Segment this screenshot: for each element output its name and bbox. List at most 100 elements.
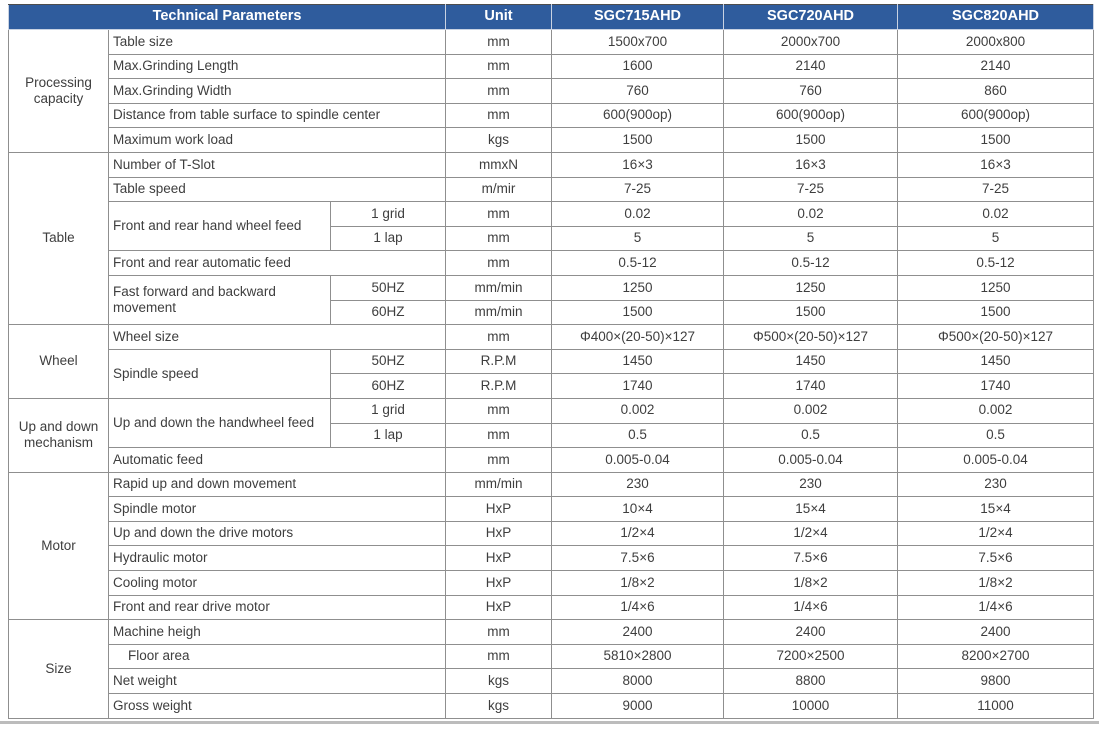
unit-cell: mm xyxy=(445,29,553,55)
spec-table-body: Processing capacity Table size mm 1500x700 2… xyxy=(8,29,1095,719)
table-row: Size Machine heigh mm 2400 2400 2400 xyxy=(8,619,1095,719)
unit-cell: HxP xyxy=(445,594,553,621)
parameter-label-cell: Automatic feed xyxy=(107,447,447,473)
value-cell: 0.02 xyxy=(897,201,1095,227)
value-cell: 16×3 xyxy=(897,151,1095,178)
value-cell: 0.005-0.04 xyxy=(897,447,1095,473)
table-row: 1 lap mm 5 5 5 xyxy=(9,225,1095,252)
value-cell: 7-25 xyxy=(897,176,1095,203)
model-column-header-1: SGC715AHD xyxy=(551,4,725,30)
unit-cell: mm/min xyxy=(445,274,553,301)
value-cell: 11000 xyxy=(897,693,1095,719)
parameter-label-cell: Front and rear automatic feed xyxy=(107,250,447,276)
unit-cell: mm xyxy=(445,225,553,252)
value-cell: 5 xyxy=(723,225,899,252)
value-cell: 1250 xyxy=(897,274,1095,301)
parameter-label-cell: Spindle motor xyxy=(107,496,447,522)
table-row: Distance from table surface to spindle c… xyxy=(9,102,1095,129)
sub-condition-cell: 1 lap xyxy=(329,422,447,449)
value-cell: 1500 xyxy=(551,127,725,153)
value-cell: 1500 xyxy=(551,299,725,326)
table-row: Motor Rapid up and down movement mm/min 230… xyxy=(8,471,1095,621)
value-cell: 1/8×2 xyxy=(723,570,899,596)
parameter-label-cell: Machine heigh xyxy=(107,619,447,645)
value-cell: 0.002 xyxy=(897,397,1095,424)
value-cell: 0.5-12 xyxy=(551,250,725,276)
technical-parameters-table: Technical Parameters Unit SGC715AHD SGC7… xyxy=(7,4,1095,719)
unit-cell: mm xyxy=(445,643,553,670)
unit-cell: HxP xyxy=(445,570,553,596)
value-cell: 1600 xyxy=(551,53,725,80)
value-cell: 7200×2500 xyxy=(723,643,899,670)
value-cell: 760 xyxy=(551,78,725,104)
spec-table-wrap: Technical Parameters Unit SGC715AHD SGC7… xyxy=(7,4,1095,719)
sub-condition-cell: 1 lap xyxy=(329,225,447,252)
value-cell: Φ500×(20-50)×127 xyxy=(723,324,899,350)
value-cell: 0.5-12 xyxy=(723,250,899,276)
sub-condition-cell: 1 grid xyxy=(329,201,447,227)
parameter-label-cell: Front and rear hand wheel feed xyxy=(108,201,331,252)
table-row: 60HZ R.P.M 1740 1740 1740 xyxy=(9,373,1095,399)
table-row: Maximum work load kgs 1500 1500 1500 xyxy=(9,127,1095,153)
header-row: Technical Parameters Unit SGC715AHD SGC7… xyxy=(7,4,1095,30)
value-cell: 0.005-0.04 xyxy=(551,447,725,473)
value-cell: 860 xyxy=(897,78,1095,104)
bottom-divider xyxy=(0,721,1099,724)
parameter-label-cell: Gross weight xyxy=(107,693,447,719)
table-row: Spindle motor HxP 10×4 15×4 15×4 xyxy=(9,496,1095,522)
unit-cell: mm xyxy=(445,102,553,129)
table-row: Wheel Wheel size mm Φ400×(20-50)×127 Φ500×(2… xyxy=(8,324,1095,399)
unit-cell: R.P.M xyxy=(445,373,553,399)
value-cell: 15×4 xyxy=(897,496,1095,522)
value-cell: 1500 xyxy=(723,127,899,153)
value-cell: 7-25 xyxy=(723,176,899,203)
parameter-label-cell: Up and down the drive motors xyxy=(107,520,447,547)
value-cell: 7-25 xyxy=(551,176,725,203)
table-row: Max.Grinding Length mm 1600 2140 2140 xyxy=(9,53,1095,80)
value-cell: 230 xyxy=(723,471,899,498)
value-cell: 0.5 xyxy=(723,422,899,449)
parameter-label-cell: Fast forward and backward movement xyxy=(108,274,331,326)
value-cell: Φ400×(20-50)×127 xyxy=(551,324,725,350)
table-row: Up and down the drive motors HxP 1/2×4 1/2×… xyxy=(9,520,1095,547)
value-cell: 2400 xyxy=(551,619,725,645)
table-row: Automatic feed mm 0.005-0.04 0.005-0.04 0.00… xyxy=(9,447,1095,473)
parameter-label-cell: Wheel size xyxy=(107,324,447,350)
unit-column-header: Unit xyxy=(445,4,553,30)
unit-cell: mm xyxy=(445,250,553,276)
value-cell: 1500x700 xyxy=(551,29,725,55)
parameter-label-cell: Hydraulic motor xyxy=(107,545,447,572)
value-cell: 600(900op) xyxy=(897,102,1095,129)
value-cell: 2000x800 xyxy=(897,29,1095,55)
category-cell: Table xyxy=(8,151,109,326)
table-title: Technical Parameters xyxy=(7,4,447,30)
parameter-label-cell: Max.Grinding Length xyxy=(107,53,447,80)
parameter-label-cell: Number of T-Slot xyxy=(107,151,447,178)
value-cell: 2140 xyxy=(897,53,1095,80)
parameter-label-cell: Distance from table surface to spindle c… xyxy=(107,102,447,129)
value-cell: 2400 xyxy=(897,619,1095,645)
value-cell: 9800 xyxy=(897,668,1095,695)
value-cell: 0.002 xyxy=(723,397,899,424)
sub-condition-cell: 1 grid xyxy=(329,397,447,424)
value-cell: 1740 xyxy=(723,373,899,399)
value-cell: 0.005-0.04 xyxy=(723,447,899,473)
model-column-header-3: SGC820AHD xyxy=(897,4,1095,30)
table-row: Hydraulic motor HxP 7.5×6 7.5×6 7.5×6 xyxy=(9,545,1095,572)
value-cell: 9000 xyxy=(551,693,725,719)
value-cell: 2000x700 xyxy=(723,29,899,55)
table-row: Max.Grinding Width mm 760 760 860 xyxy=(9,78,1095,104)
parameter-label-cell: Maximum work load xyxy=(107,127,447,153)
unit-cell: mm xyxy=(445,78,553,104)
parameter-label-cell: Spindle speed xyxy=(108,348,331,399)
value-cell: 1/8×2 xyxy=(897,570,1095,596)
unit-cell: mm/min xyxy=(445,471,553,498)
category-cell: Wheel xyxy=(8,324,109,399)
value-cell: 0.5 xyxy=(551,422,725,449)
unit-cell: R.P.M xyxy=(445,348,553,375)
value-cell: 2140 xyxy=(723,53,899,80)
unit-cell: mm xyxy=(445,397,553,424)
unit-cell: mmxN xyxy=(445,151,553,178)
unit-cell: HxP xyxy=(445,520,553,547)
unit-cell: mm xyxy=(445,324,553,350)
